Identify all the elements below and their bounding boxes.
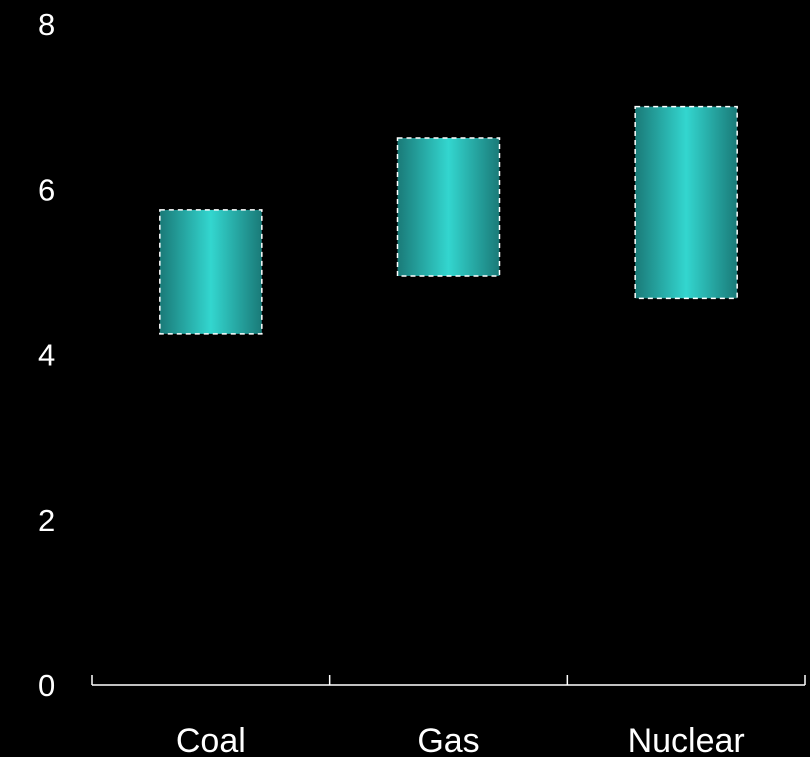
bars: [160, 107, 737, 334]
x-axis: [92, 675, 805, 685]
x-category-label-nuclear: Nuclear: [628, 722, 745, 757]
y-axis-tick-labels: 0 2 4 6 8: [38, 7, 55, 703]
y-tick-label-4: 4: [38, 338, 55, 373]
y-tick-label-8: 8: [38, 7, 55, 42]
y-tick-label-0: 0: [38, 668, 55, 703]
x-category-label-gas: Gas: [417, 722, 479, 757]
bar-coal: [160, 210, 262, 334]
x-category-label-coal: Coal: [176, 722, 246, 757]
bar-nuclear: [635, 107, 737, 299]
y-tick-label-2: 2: [38, 503, 55, 538]
y-tick-label-6: 6: [38, 172, 55, 207]
x-axis-category-labels: Coal Gas Nuclear: [176, 722, 745, 757]
bar-gas: [398, 138, 500, 276]
